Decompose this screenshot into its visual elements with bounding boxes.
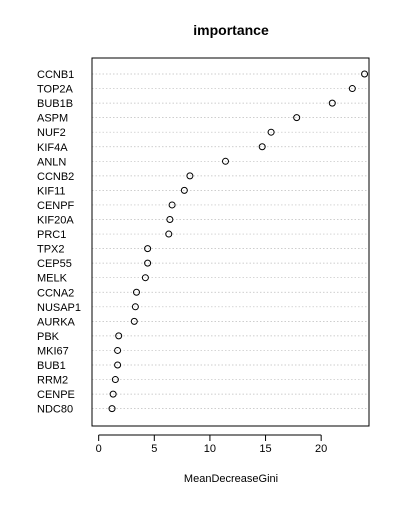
category-label: MKI67 (37, 345, 69, 357)
data-point (165, 230, 173, 238)
data-point (267, 128, 275, 136)
x-tick-label: 0 (96, 443, 102, 455)
category-label: BUB1B (37, 98, 73, 110)
x-axis-label: MeanDecreaseGini (184, 473, 278, 485)
grid-lines (92, 73, 369, 409)
category-label: PRC1 (37, 229, 66, 241)
category-label: BUB1 (37, 360, 66, 372)
data-point (111, 376, 119, 384)
data-point (114, 346, 122, 354)
x-tick-label: 10 (204, 443, 216, 455)
data-point (328, 99, 336, 107)
category-label: CCNA2 (37, 287, 74, 299)
chart-title: importance (193, 22, 269, 38)
category-label: KIF11 (37, 185, 66, 197)
category-label: ANLN (37, 156, 66, 168)
category-label: CENPE (37, 389, 75, 401)
data-point (109, 390, 117, 398)
data-point (186, 172, 194, 180)
data-point (115, 332, 123, 340)
category-label: NUSAP1 (37, 302, 81, 314)
category-label: MELK (37, 273, 68, 285)
data-point (293, 114, 301, 122)
category-label: TOP2A (37, 84, 74, 96)
data-point (221, 157, 229, 165)
data-point (131, 303, 139, 311)
category-label: AURKA (37, 316, 76, 328)
category-label: CENPF (37, 200, 75, 212)
data-point (168, 201, 176, 209)
category-label: KIF20A (37, 215, 74, 227)
x-tick-label: 15 (259, 443, 271, 455)
data-point (132, 288, 140, 296)
data-point (361, 70, 369, 78)
category-label: NDC80 (37, 404, 73, 416)
category-label: KIF4A (37, 142, 68, 154)
data-point (144, 245, 152, 253)
category-label: CEP55 (37, 258, 72, 270)
data-point (258, 143, 266, 151)
category-label: RRM2 (37, 375, 68, 387)
category-labels: CCNB1 TOP2A BUB1B ASPM NUF2 KIF4A ANLN CCNB2 KIF… (37, 69, 81, 416)
plot-frame (91, 57, 370, 427)
data-point (114, 361, 122, 369)
category-label: CCNB2 (37, 171, 74, 183)
category-label: TPX2 (37, 244, 65, 256)
category-label: CCNB1 (37, 69, 74, 81)
data-point (180, 186, 188, 194)
data-points (108, 70, 369, 413)
x-tick-label: 5 (151, 443, 157, 455)
data-point (144, 259, 152, 267)
data-point (141, 274, 149, 282)
category-label: PBK (37, 331, 60, 343)
x-axis: 0 5 10 15 20 (96, 434, 327, 455)
data-point (108, 405, 116, 413)
category-label: ASPM (37, 113, 68, 125)
x-tick-label: 20 (315, 443, 327, 455)
data-point (166, 216, 174, 223)
category-label: NUF2 (37, 127, 66, 139)
data-point (348, 85, 356, 93)
data-point (130, 317, 138, 325)
